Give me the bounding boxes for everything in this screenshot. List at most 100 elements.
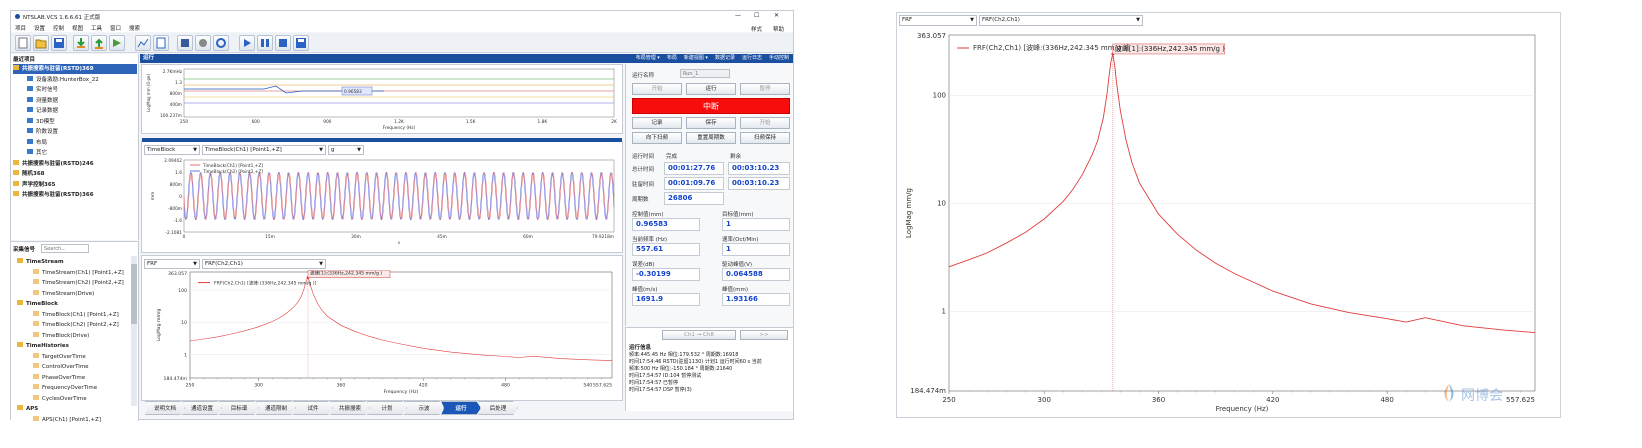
bottom-tab[interactable]: 通道限制 bbox=[256, 401, 296, 415]
stop-icon[interactable] bbox=[177, 35, 193, 51]
project-tree-item[interactable]: 测量数据 bbox=[27, 96, 137, 106]
project-tree-item[interactable]: 布局 bbox=[27, 138, 137, 148]
run-header-menu-item[interactable]: 布局 bbox=[666, 55, 677, 61]
channel-next-button[interactable]: >> bbox=[740, 330, 788, 340]
project-tree-item[interactable]: 实时信号 bbox=[27, 85, 137, 95]
maximize-button[interactable]: ☐ bbox=[754, 12, 760, 19]
run-header-menu-item[interactable]: 新建视图 ▾ bbox=[683, 55, 708, 61]
signal-tree-item[interactable]: TimeStream(Ch2) [Point2,+Z] bbox=[33, 278, 124, 288]
run-button[interactable]: 运行 bbox=[686, 83, 736, 95]
bottom-tab[interactable]: 共振搜索 bbox=[330, 401, 370, 415]
import-icon[interactable] bbox=[73, 35, 89, 51]
signal-tree-item[interactable]: CyclesOverTime bbox=[33, 394, 87, 404]
project-tree-item[interactable]: 随机368 bbox=[13, 169, 137, 179]
menu-control[interactable]: 控制 bbox=[53, 26, 65, 32]
bottom-tab[interactable]: 目标谱 bbox=[219, 401, 259, 415]
signal-tree-item[interactable]: TimeHistories bbox=[17, 341, 69, 351]
frf-small-select-type[interactable]: FRF bbox=[144, 259, 200, 269]
project-tree-item[interactable]: 共振搜索与驻留(RSTD)366 bbox=[13, 190, 137, 200]
run-header-menu-item[interactable]: 手动控制 bbox=[768, 55, 789, 61]
minimize-button[interactable]: — bbox=[735, 12, 741, 19]
chart-icon[interactable] bbox=[135, 35, 151, 51]
save-icon[interactable] bbox=[51, 35, 67, 51]
time-panel-bar bbox=[142, 138, 622, 142]
open-folder-icon[interactable] bbox=[33, 35, 49, 51]
signal-tree-scrollbar[interactable] bbox=[131, 256, 137, 406]
abort-button[interactable]: 中断 bbox=[632, 98, 790, 114]
stop-square-icon[interactable] bbox=[275, 35, 291, 51]
save-button[interactable]: 保存 bbox=[686, 117, 736, 129]
run-header-menu-item[interactable]: 运行日志 bbox=[741, 55, 762, 61]
project-tree-item[interactable]: 设备激励:HunterBox_22 bbox=[27, 75, 137, 85]
project-tree-item[interactable]: 记录数据 bbox=[27, 106, 137, 116]
signal-tree-item[interactable]: TimeStream(Drive) bbox=[33, 289, 94, 299]
signal-tree-item[interactable]: TimeBlock bbox=[17, 299, 58, 309]
run-header-menu-item[interactable]: 布局管理 ▾ bbox=[635, 55, 660, 61]
start-button[interactable]: 开始 bbox=[632, 83, 682, 95]
begin-button[interactable]: 开始 bbox=[740, 117, 790, 129]
bottom-tab[interactable]: 示波 bbox=[404, 401, 444, 415]
record-icon[interactable] bbox=[109, 35, 125, 51]
bottom-tab[interactable]: 说明文档 bbox=[145, 401, 185, 415]
menu-project[interactable]: 项目 bbox=[15, 26, 27, 32]
signal-search-input[interactable] bbox=[41, 244, 89, 253]
zoom-select-type[interactable]: FRF bbox=[899, 15, 977, 26]
time-select-unit[interactable]: g bbox=[328, 145, 364, 155]
signal-tree-item[interactable]: ControlOverTime bbox=[33, 362, 89, 372]
signal-item-label: TimeBlock(Ch2) [Point2,+Z] bbox=[42, 322, 119, 328]
project-tree-item[interactable]: 声学控制365 bbox=[13, 180, 137, 190]
project-tree-item[interactable]: 3D模型 bbox=[27, 117, 137, 127]
x-tick-label: 0 bbox=[183, 234, 186, 240]
project-tree-item[interactable]: 其它 bbox=[27, 148, 137, 158]
document-icon[interactable] bbox=[153, 35, 169, 51]
signal-tree-item[interactable]: TimeStream bbox=[17, 257, 64, 267]
run-name-input[interactable] bbox=[680, 69, 730, 78]
run-header-menu-item[interactable]: 数据记录 bbox=[714, 55, 735, 61]
signal-tree-item[interactable]: FrequencyOverTime bbox=[33, 383, 97, 393]
reset-cycles-button[interactable]: 重置周期数 bbox=[686, 132, 736, 144]
menu-help[interactable]: 帮助 bbox=[773, 27, 785, 33]
menu-window[interactable]: 窗口 bbox=[110, 26, 122, 32]
bottom-tab[interactable]: 计划 bbox=[367, 401, 407, 415]
signal-tree-item[interactable]: TimeBlock(Ch2) [Point2,+Z] bbox=[33, 320, 119, 330]
project-tree-item[interactable]: 共振搜索与驻留(RSTD)246 bbox=[13, 159, 137, 169]
menu-view[interactable]: 视图 bbox=[72, 26, 84, 32]
y-axis-label: mm bbox=[151, 192, 156, 200]
sweep-down-button[interactable]: 向下扫频 bbox=[632, 132, 682, 144]
channel-range-button[interactable]: Ch1 → Ch8 bbox=[662, 330, 736, 340]
save-run-icon[interactable] bbox=[293, 35, 309, 51]
bottom-tab[interactable]: 通道设置 bbox=[182, 401, 222, 415]
menu-search[interactable]: 搜索 bbox=[129, 26, 141, 32]
menu-settings[interactable]: 设置 bbox=[34, 26, 46, 32]
settings-icon[interactable] bbox=[213, 35, 229, 51]
shape-icon[interactable] bbox=[195, 35, 211, 51]
sweep-hold-button[interactable]: 扫频保持 bbox=[740, 132, 790, 144]
x-tick-label: 540 bbox=[583, 383, 592, 389]
time-select-type[interactable]: TimeBlock bbox=[144, 145, 200, 155]
signal-tree-item[interactable]: PhaseOverTime bbox=[33, 373, 85, 383]
export-icon[interactable] bbox=[91, 35, 107, 51]
play-icon[interactable] bbox=[239, 35, 255, 51]
signal-tree-item[interactable]: TargetOverTime bbox=[33, 352, 86, 362]
signal-tree-item[interactable]: TimeBlock(Drive) bbox=[33, 331, 89, 341]
signal-tree-item[interactable]: TimeBlock(Ch1) [Point1,+Z] bbox=[33, 310, 119, 320]
pause-button[interactable]: 暂停 bbox=[740, 83, 790, 95]
zoom-select-channel[interactable]: FRF(Ch2,Ch1) bbox=[979, 15, 1143, 26]
record-button[interactable]: 记录 bbox=[632, 117, 682, 129]
project-tree-item[interactable]: 共振搜索与驻留(RSTD)369 bbox=[13, 64, 137, 74]
menu-style[interactable]: 样式 bbox=[751, 27, 763, 33]
run-header-menu[interactable]: 布局管理 ▾ 布局 新建视图 ▾ 数据记录 运行日志 手动控制 bbox=[629, 54, 789, 63]
bottom-tab[interactable]: 试件 bbox=[293, 401, 333, 415]
project-tree-item[interactable]: 阶数设置 bbox=[27, 127, 137, 137]
frf-small-select-channel[interactable]: FRF(Ch2,Ch1) bbox=[202, 259, 326, 269]
pause-icon[interactable] bbox=[257, 35, 273, 51]
signal-tree-item[interactable]: TimeStream(Ch1) [Point1,+Z] bbox=[33, 268, 124, 278]
new-file-icon[interactable] bbox=[15, 35, 31, 51]
signal-tree-item[interactable]: APS bbox=[17, 404, 38, 414]
bottom-tab[interactable]: 后处理 bbox=[478, 401, 518, 415]
menu-tools[interactable]: 工具 bbox=[91, 26, 103, 32]
close-button[interactable]: ✕ bbox=[774, 12, 780, 19]
bottom-tab[interactable]: 运行 bbox=[441, 401, 481, 415]
time-select-channel[interactable]: TimeBlock(Ch1) [Point1,+Z] bbox=[202, 145, 326, 155]
signal-tree-item[interactable]: APS(Ch1) [Point1,+Z] bbox=[33, 415, 101, 425]
